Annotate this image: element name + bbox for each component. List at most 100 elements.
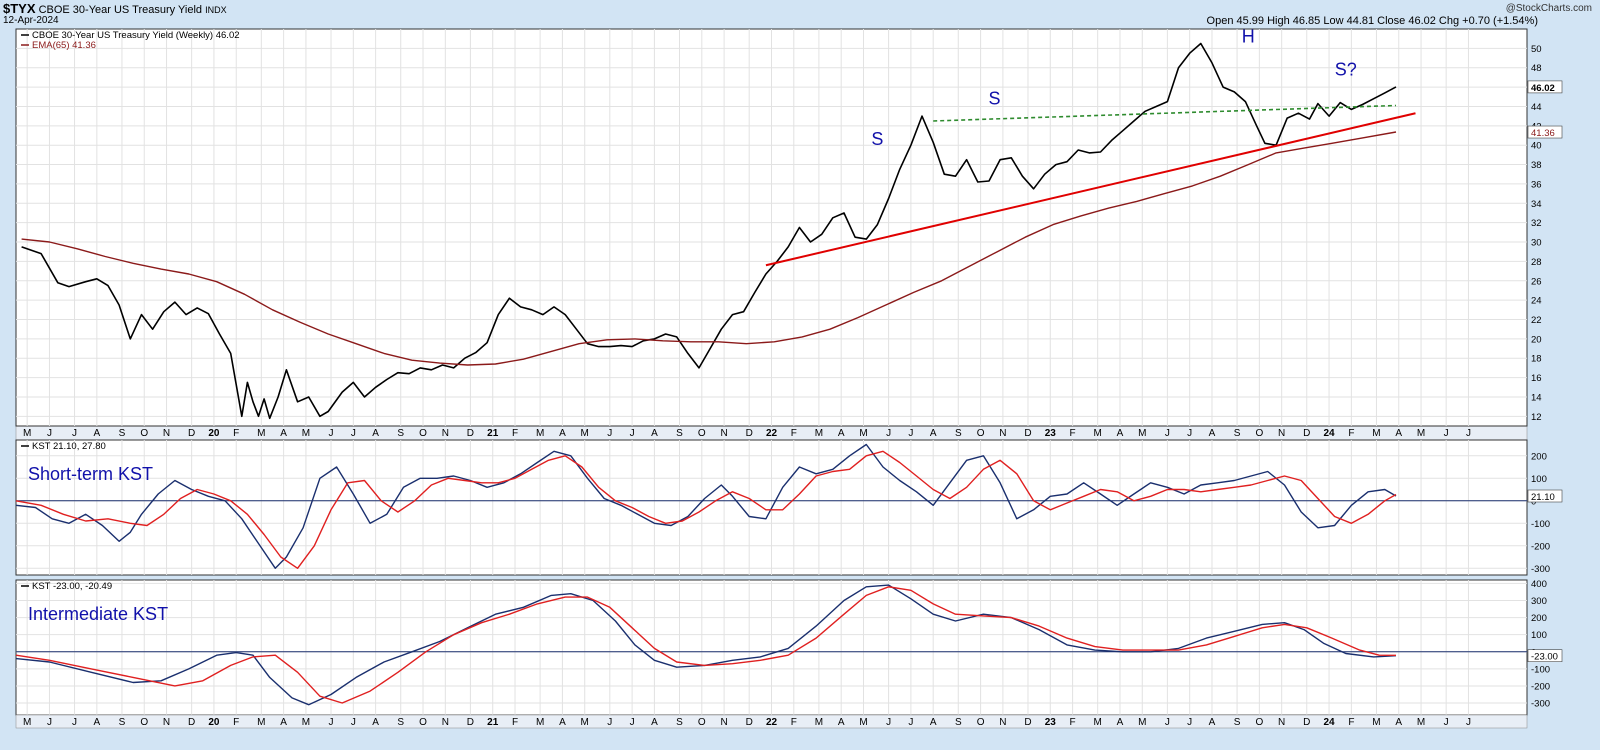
x-tick-label: M [1094,428,1102,439]
last-value-box [1527,80,1563,94]
last-value-label: 21.10 [1531,492,1555,503]
y-tick-label: -100 [1531,519,1550,530]
y-tick-label: 48 [1531,63,1542,74]
x-tick-label: O [419,428,427,439]
x-tick-label: M [1372,717,1380,728]
pattern-annotation: S [989,89,1001,109]
x-tick-label: O [1255,717,1263,728]
y-tick-label: 36 [1531,179,1542,190]
x-tick-label: A [1209,717,1216,728]
x-tick-label: D [1024,428,1031,439]
pattern-annotation: H [1242,27,1255,47]
x-tick-label: J [908,717,913,728]
x-tick-label: 21 [487,428,499,439]
x-tick-label: A [1395,428,1402,439]
last-value-box [1527,489,1563,503]
x-tick-label: A [838,717,845,728]
x-tick-label: M [257,717,265,728]
x-tick-label: J [47,717,52,728]
x-tick-label: M [1094,717,1102,728]
x-tick-label: A [930,717,937,728]
x-tick-label: J [607,428,612,439]
x-tick-label: O [698,428,706,439]
y-tick-label: 24 [1531,296,1542,307]
x-tick-label: O [140,428,148,439]
x-tick-label: N [999,717,1006,728]
y-tick-label: 26 [1531,276,1542,287]
x-tick-label: J [1187,428,1192,439]
x-tick-label: M [581,428,589,439]
x-tick-label: S [1234,717,1241,728]
series-line-ema-65- [21,131,1397,366]
x-tick-label: J [72,428,77,439]
x-tick-label: N [720,428,727,439]
x-tick-label: M [302,428,310,439]
x-tick-label: S [397,717,404,728]
series-line-signal [15,586,1397,704]
x-tick-label: F [1348,717,1354,728]
y-tick-label: 44 [1531,102,1542,113]
x-tick-label: A [1395,717,1402,728]
y-tick-label: 200 [1531,451,1547,462]
x-tick-label: M [1138,717,1146,728]
y-tick-label: 28 [1531,257,1542,268]
x-tick-label: M [581,717,589,728]
x-tick-label: N [163,717,170,728]
series-line-signal [15,450,1397,569]
chart-date: 12-Apr-2024 [3,15,59,26]
x-tick-label: A [280,717,287,728]
legend-entry: EMA(65) 41.36 [32,40,96,51]
x-tick-label: M [23,717,31,728]
y-tick-label: 50 [1531,44,1542,55]
pattern-annotation: S [871,129,883,149]
x-tick-label: 20 [208,717,220,728]
x-tick-label: J [1165,717,1170,728]
x-tick-label: 24 [1324,428,1336,439]
x-tick-label: O [977,717,985,728]
x-tick-label: S [676,428,683,439]
y-tick-label: 200 [1531,613,1547,624]
x-tick-label: J [1466,428,1471,439]
x-tick-label: M [815,717,823,728]
last-value-box [1527,649,1563,663]
x-tick-label: 24 [1324,717,1336,728]
series-line-cboe-30-year-us-treasury-yield-weekly- [21,42,1397,420]
y-tick-label: 100 [1531,474,1547,485]
x-tick-label: J [1444,717,1449,728]
x-tick-label: J [1444,428,1449,439]
y-tick-label: 32 [1531,218,1542,229]
legend-entry: KST -23.00, -20.49 [32,581,112,592]
x-tick-label: S [676,717,683,728]
y-tick-label: 12 [1531,412,1542,423]
x-tick-label: N [163,428,170,439]
x-tick-label: F [233,717,239,728]
x-tick-label: J [607,717,612,728]
x-tick-label: J [1165,428,1170,439]
x-axis-band-1 [15,714,1528,729]
x-tick-label: N [720,717,727,728]
x-tick-label: D [467,428,474,439]
x-tick-label: D [467,717,474,728]
x-tick-label: A [372,717,379,728]
x-tick-label: F [512,428,518,439]
x-tick-label: N [1278,428,1285,439]
x-tick-label: A [94,717,101,728]
x-tick-label: F [791,717,797,728]
neckline [933,104,1396,122]
y-tick-label: 300 [1531,596,1547,607]
x-tick-label: J [908,428,913,439]
x-tick-label: A [1117,717,1124,728]
x-tick-label: S [955,717,962,728]
x-tick-label: A [1117,428,1124,439]
x-tick-label: M [859,428,867,439]
x-tick-label: M [536,717,544,728]
x-tick-label: O [698,717,706,728]
y-tick-label: 34 [1531,199,1542,210]
x-tick-label: F [233,428,239,439]
rising-trendline [765,112,1416,267]
x-tick-label: N [442,717,449,728]
y-tick-label: 100 [1531,630,1547,641]
y-tick-label: 38 [1531,160,1542,171]
symbol-name: CBOE 30-Year US Treasury Yield [38,4,203,16]
